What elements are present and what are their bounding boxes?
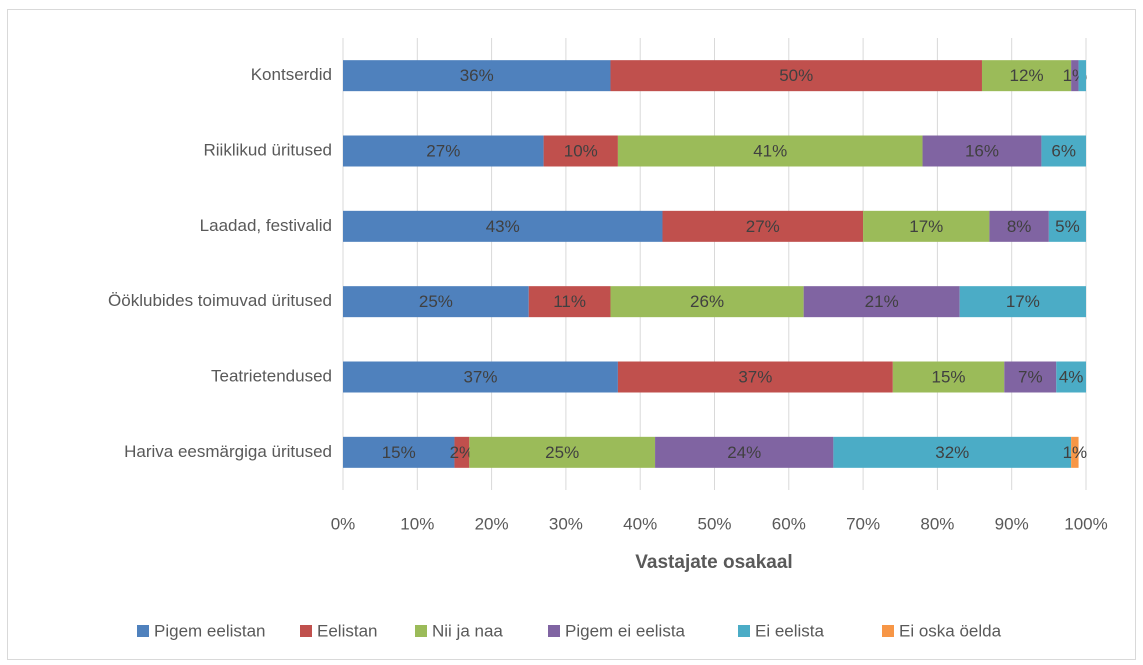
- bar-segment: [1078, 60, 1086, 92]
- y-tick-label: Hariva eesmärgiga üritused: [124, 442, 332, 461]
- bar-segment: [1056, 361, 1086, 393]
- data-label: 27%: [746, 217, 780, 236]
- bar-segment: [989, 210, 1049, 242]
- bar-segment: [1071, 60, 1079, 92]
- data-label: 41%: [753, 141, 787, 160]
- legend-label: Pigem ei eelista: [565, 621, 686, 640]
- data-label: 27%: [426, 141, 460, 160]
- x-tick-label: 10%: [400, 514, 434, 533]
- legend-swatch: [300, 625, 312, 637]
- bar-segment: [343, 210, 663, 242]
- bar-segment: [454, 436, 470, 468]
- y-tick-label: Kontserdid: [251, 65, 332, 84]
- legend-swatch: [738, 625, 750, 637]
- data-label: 25%: [419, 292, 453, 311]
- y-tick-label: Laadad, festivalid: [200, 216, 332, 235]
- bar-segment: [892, 361, 1005, 393]
- legend-label: Ei oska öelda: [899, 621, 1002, 640]
- data-label: 17%: [1006, 292, 1040, 311]
- x-tick-label: 90%: [995, 514, 1029, 533]
- data-label: 25%: [545, 443, 579, 462]
- bar-segment: [610, 60, 982, 92]
- x-tick-label: 60%: [772, 514, 806, 533]
- bar-segment: [617, 135, 923, 167]
- y-tick-label: Ööklubides toimuvad üritused: [108, 291, 332, 310]
- data-label: 1%: [1063, 443, 1088, 462]
- bar-segment: [1004, 361, 1057, 393]
- legend-label: Ei eelista: [755, 621, 825, 640]
- x-tick-label: 0%: [331, 514, 356, 533]
- legend-label: Nii ja naa: [432, 621, 503, 640]
- data-label: 8%: [1007, 217, 1032, 236]
- legend-swatch: [137, 625, 149, 637]
- chart-border: [7, 9, 1136, 660]
- x-tick-label: 100%: [1064, 514, 1107, 533]
- data-label: 15%: [932, 367, 966, 386]
- data-label: 21%: [865, 292, 899, 311]
- bar-segment: [981, 60, 1072, 92]
- legend-swatch: [548, 625, 560, 637]
- x-tick-label: 40%: [623, 514, 657, 533]
- data-label: 37%: [463, 367, 497, 386]
- data-label: 12%: [1010, 66, 1044, 85]
- data-label: 50%: [779, 66, 813, 85]
- data-label: 11%: [553, 292, 586, 311]
- legend-label: Pigem eelistan: [154, 621, 266, 640]
- bar-segment: [833, 436, 1072, 468]
- bar-segment: [959, 286, 1086, 318]
- x-tick-label: 70%: [846, 514, 880, 533]
- bar-segment: [469, 436, 656, 468]
- data-label: 10%: [564, 141, 598, 160]
- bar-segment: [1041, 135, 1086, 167]
- bar-segment: [922, 135, 1042, 167]
- y-tick-label: Riiklikud üritused: [204, 140, 333, 159]
- data-label: 7%: [1018, 367, 1043, 386]
- bar-segment: [1048, 210, 1086, 242]
- bar-segment: [610, 286, 804, 318]
- data-label: 24%: [727, 443, 761, 462]
- data-label: 37%: [738, 367, 772, 386]
- data-label: 6%: [1051, 141, 1076, 160]
- bar-segment: [617, 361, 893, 393]
- y-tick-label: Teatrietendused: [211, 366, 332, 385]
- bar-segment: [343, 436, 455, 468]
- bar-segment: [1071, 436, 1079, 468]
- x-axis-title: Vastajate osakaal: [635, 552, 792, 573]
- data-label: 5%: [1055, 217, 1080, 236]
- x-tick-label: 30%: [549, 514, 583, 533]
- data-label: 4%: [1059, 367, 1084, 386]
- bar-segment: [662, 210, 864, 242]
- bar-segment: [543, 135, 618, 167]
- bar-segment: [863, 210, 990, 242]
- legend-swatch: [415, 625, 427, 637]
- data-label: 32%: [935, 443, 969, 462]
- bar-segment: [343, 135, 544, 167]
- bar-segment: [343, 286, 529, 318]
- bar-segment: [655, 436, 834, 468]
- data-label: 26%: [690, 292, 724, 311]
- data-label: 15%: [382, 443, 416, 462]
- x-tick-label: 20%: [475, 514, 509, 533]
- bar-segment: [803, 286, 960, 318]
- legend-label: Eelistan: [317, 621, 377, 640]
- data-label: 16%: [965, 141, 999, 160]
- legend-swatch: [882, 625, 894, 637]
- bar-segment: [343, 60, 611, 92]
- data-label: 36%: [460, 66, 494, 85]
- bar-segment: [343, 361, 618, 393]
- data-label: 43%: [486, 217, 520, 236]
- bar-segment: [528, 286, 611, 318]
- data-label: 2%: [450, 443, 475, 462]
- x-tick-label: 80%: [920, 514, 954, 533]
- data-label: 17%: [909, 217, 943, 236]
- x-tick-label: 50%: [697, 514, 731, 533]
